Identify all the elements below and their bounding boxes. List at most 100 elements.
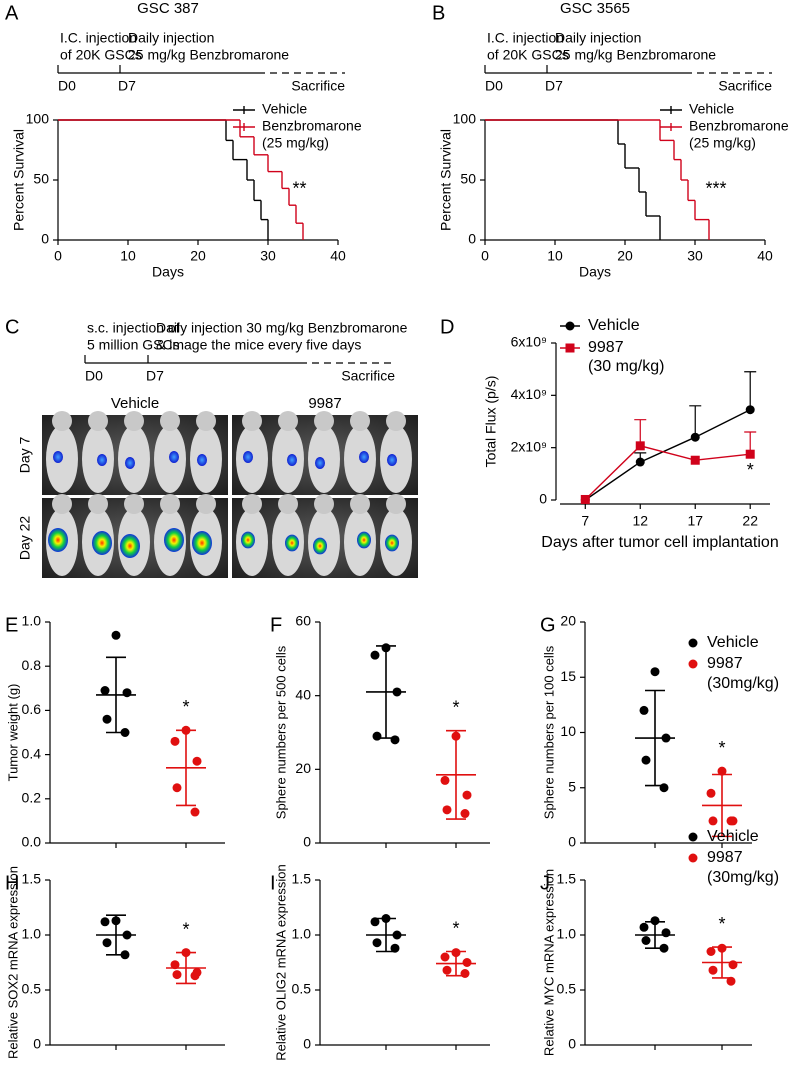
significance: * [718, 914, 725, 934]
legend-label: Vehicle [262, 101, 307, 117]
legend-label: (30mg/kg) [707, 675, 779, 692]
signal [53, 451, 63, 463]
legend-label: Benzbromarone [689, 118, 789, 134]
timeline-day: D0 [58, 78, 76, 94]
y-tick-label: 0 [468, 231, 476, 247]
timeline-text: 25 mg/kg Benzbromarone [555, 47, 716, 63]
point [708, 965, 718, 975]
y-tick-label: 100 [453, 111, 477, 127]
legend-marker [688, 853, 698, 863]
point [172, 783, 182, 793]
x-tick-label: 0 [54, 248, 62, 264]
point [639, 922, 649, 932]
y-tick-label: 0 [539, 491, 547, 507]
panel-letter: E [5, 614, 18, 636]
point [111, 916, 121, 926]
legend-label: (25 mg/kg) [689, 135, 756, 151]
row-label: Day 22 [17, 516, 33, 561]
point [381, 914, 391, 923]
annotation: *** [705, 178, 726, 198]
significance: * [718, 738, 725, 758]
signal [357, 531, 371, 549]
y-tick-label: 15 [560, 668, 576, 684]
point [170, 960, 180, 970]
mouse-head [52, 494, 72, 514]
significance: * [182, 697, 189, 717]
y-tick-label: 20 [560, 613, 576, 629]
mouse-head [196, 494, 216, 514]
y-tick-label: 1.0 [292, 926, 312, 942]
error-bar [744, 371, 757, 410]
marker [745, 405, 755, 415]
point [102, 938, 112, 948]
y-tick-label: 1.0 [22, 613, 42, 629]
x-tick-label: 10 [547, 248, 563, 264]
point [726, 816, 736, 826]
mouse-head [52, 411, 72, 431]
point [650, 667, 660, 677]
y-tick-label: 10 [560, 723, 576, 739]
mouse-head [88, 494, 108, 514]
signal [48, 528, 68, 552]
y-tick-label: 1.5 [292, 871, 312, 887]
legend-label: 9987 [707, 655, 743, 672]
panel-letter: F [270, 614, 282, 636]
point [181, 725, 191, 735]
point [381, 643, 391, 653]
panel-letter: J [540, 872, 550, 894]
point [661, 928, 671, 938]
point [639, 705, 649, 715]
point [442, 805, 452, 815]
mouse-head [314, 494, 334, 514]
y-tick-label: 40 [295, 686, 311, 702]
point [170, 736, 180, 746]
y-tick-label: 0 [568, 834, 576, 850]
x-tick-label: 20 [617, 248, 633, 264]
annotation: * [747, 460, 754, 480]
point [442, 965, 452, 975]
marker [745, 449, 755, 459]
y-tick-label: 0 [568, 1036, 576, 1052]
point [392, 687, 402, 697]
point [372, 731, 382, 741]
y-axis-title: Sphere numbers per 500 cells [273, 645, 288, 819]
point [717, 943, 727, 953]
signal [92, 531, 112, 555]
y-tick-label: 0.5 [292, 981, 312, 997]
x-axis-title: Days [152, 264, 184, 280]
signal [315, 457, 325, 469]
marker [635, 441, 645, 451]
point [728, 960, 738, 970]
signal [169, 451, 179, 463]
signal [313, 537, 327, 555]
point [120, 950, 130, 960]
point [392, 930, 402, 940]
mouse-head [350, 411, 370, 431]
error-bar [689, 405, 702, 438]
timeline-text: s.c. injection of [87, 320, 180, 336]
signal [387, 454, 397, 466]
y-tick-label: 0.0 [22, 834, 42, 850]
legend-marker [565, 321, 575, 331]
y-tick-label: 0 [41, 231, 49, 247]
legend-label: Vehicle [707, 828, 759, 845]
legend-label: Vehicle [689, 101, 734, 117]
y-axis-title: Total Flux (p/s) [483, 376, 499, 468]
timeline-text: Daily injection [555, 30, 641, 46]
mouse-head [386, 411, 406, 431]
timeline-text: 5 million GSCs [87, 337, 180, 353]
legend-marker [565, 343, 575, 353]
y-tick-label: 0.5 [22, 981, 42, 997]
mouse-head [160, 411, 180, 431]
y-axis-title: Sphere numbers per 100 cells [541, 645, 556, 819]
chart-title: GSC 3565 [560, 0, 630, 17]
y-tick-label: 0 [33, 1036, 41, 1052]
x-axis-title: Days after tumor cell implantation [541, 534, 778, 551]
timeline-text: & image the mice every five days [156, 337, 361, 353]
y-tick-label: 1.5 [557, 871, 577, 887]
y-tick-label: 1.5 [22, 871, 42, 887]
point [726, 976, 736, 986]
point [190, 807, 200, 817]
y-tick-label: 20 [295, 760, 311, 776]
